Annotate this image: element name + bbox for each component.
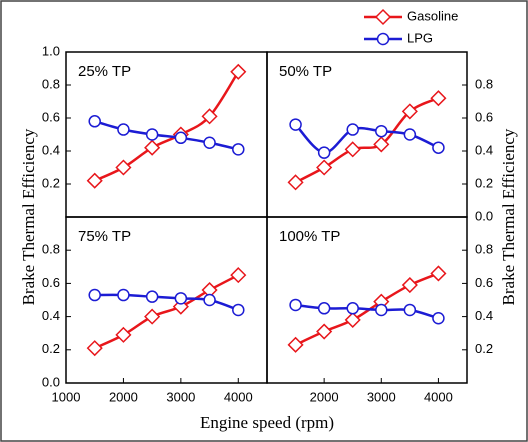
- y-tick-label: 0.6: [42, 275, 60, 290]
- data-point: [115, 326, 132, 343]
- data-point: [201, 108, 218, 125]
- data-point: [230, 63, 247, 80]
- data-point: [430, 265, 447, 282]
- data-point: [230, 267, 247, 284]
- data-point: [346, 123, 359, 136]
- data-point: [316, 159, 333, 176]
- y-tick-label: 0.0: [42, 374, 60, 389]
- y-axis-label: Brake Thermal Efficiency: [19, 128, 38, 305]
- data-point: [375, 124, 388, 138]
- data-point: [289, 298, 302, 312]
- y-tick-label: 0.2: [42, 341, 60, 356]
- y-tick-label: 0.6: [475, 275, 493, 290]
- data-point: [144, 139, 161, 156]
- data-point: [88, 288, 101, 302]
- data-point: [316, 323, 333, 340]
- data-point: [144, 308, 161, 325]
- data-point: [174, 131, 188, 145]
- data-point: [432, 312, 445, 325]
- data-point: [174, 292, 188, 305]
- legend-label: LPG: [407, 30, 433, 45]
- data-point: [203, 293, 216, 307]
- data-point: [317, 302, 331, 315]
- x-tick-label: 1000: [52, 389, 81, 404]
- panel-title: 50% TP: [279, 63, 332, 80]
- data-point: [344, 141, 361, 158]
- data-point: [430, 90, 447, 107]
- data-point: [232, 303, 245, 317]
- x-tick-label: 4000: [424, 389, 453, 404]
- panel-title: 100% TP: [279, 228, 340, 245]
- data-point: [115, 159, 132, 176]
- panel: [266, 216, 468, 384]
- data-point: [203, 136, 216, 149]
- y-tick-label: 0.0: [475, 208, 493, 223]
- data-point: [373, 136, 390, 153]
- data-point: [117, 288, 130, 302]
- data-point: [346, 302, 359, 315]
- data-point: [401, 103, 418, 120]
- data-point: [287, 174, 304, 191]
- y-tick-label: 0.2: [475, 175, 493, 190]
- legend-marker: [374, 8, 392, 26]
- data-point: [317, 146, 331, 159]
- y-tick-label: 1.0: [42, 43, 60, 58]
- x-axis-label: Engine speed (rpm): [200, 413, 334, 432]
- data-point: [145, 128, 159, 141]
- y-tick-label: 0.2: [42, 175, 60, 190]
- data-point: [232, 143, 245, 156]
- x-tick-label: 4000: [224, 389, 253, 404]
- data-point: [287, 336, 304, 353]
- data-point: [86, 172, 103, 189]
- data-point: [145, 290, 159, 303]
- x-tick-label: 2000: [109, 389, 138, 404]
- data-point: [344, 311, 361, 328]
- data-point: [432, 141, 445, 154]
- data-point: [401, 276, 418, 294]
- data-point: [117, 123, 130, 136]
- x-tick-label: 3000: [166, 389, 195, 404]
- x-tick-label: 3000: [367, 389, 396, 404]
- panel-title: 75% TP: [78, 228, 131, 245]
- legend-marker: [376, 32, 390, 46]
- data-point: [88, 115, 101, 128]
- legend-label: Gasoline: [407, 8, 458, 23]
- y-tick-label: 0.2: [475, 341, 493, 356]
- y-tick-label: 0.6: [42, 109, 60, 124]
- y-tick-label: 0.8: [42, 242, 60, 257]
- y-tick-label: 0.4: [475, 142, 493, 157]
- data-point: [375, 303, 388, 317]
- data-point: [86, 340, 103, 357]
- y-tick-label: 0.6: [475, 109, 493, 124]
- data-point: [403, 303, 417, 317]
- x-tick-label: 2000: [310, 389, 339, 404]
- y-tick-label: 0.8: [42, 76, 60, 91]
- y-tick-label: 0.4: [42, 308, 60, 323]
- y-tick-label: 0.4: [42, 142, 60, 157]
- y-tick-label: 0.8: [475, 242, 493, 257]
- y-tick-label: 0.8: [475, 76, 493, 91]
- data-point: [403, 128, 417, 141]
- data-point: [289, 118, 302, 131]
- panel-title: 25% TP: [78, 63, 131, 80]
- y-tick-label: 0.4: [475, 308, 493, 323]
- y-axis-label: Brake Thermal Efficiency: [499, 128, 518, 305]
